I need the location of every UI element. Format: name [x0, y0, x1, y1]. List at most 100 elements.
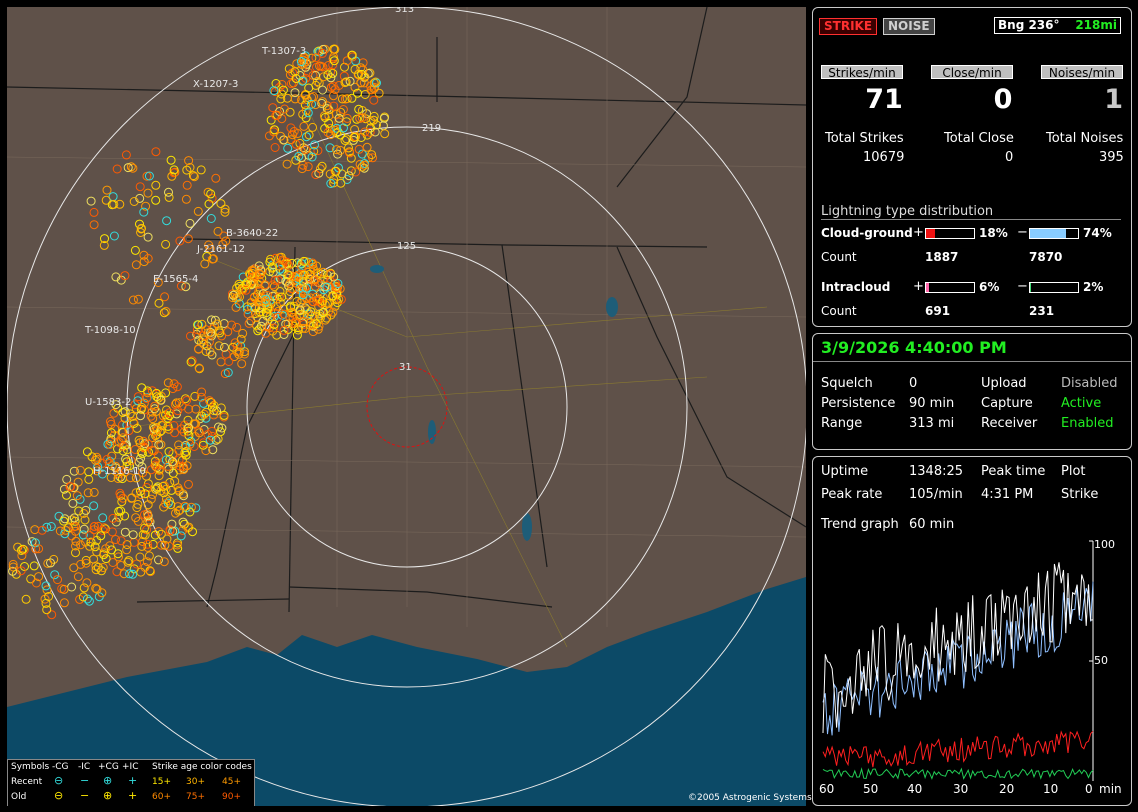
strike-symbol — [59, 584, 69, 594]
strike-symbol — [286, 79, 296, 89]
strike-symbol — [197, 387, 207, 397]
strike-symbol — [346, 153, 356, 163]
trend-graph-value[interactable]: 60 min — [909, 517, 955, 532]
trend-x-tick: 40 — [907, 782, 923, 796]
distribution-title: Lightning type distribution — [821, 204, 994, 219]
strike-symbol — [332, 282, 342, 292]
strikes-per-min-button[interactable]: Strikes/min — [821, 65, 903, 80]
close-per-min-button[interactable]: Close/min — [931, 65, 1013, 80]
noises-per-min-button[interactable]: Noises/min — [1041, 65, 1123, 80]
strike-symbol — [113, 474, 123, 483]
strike-symbol — [153, 393, 163, 403]
trend-series-intracloud — [822, 767, 1094, 780]
strike-symbol — [118, 446, 128, 456]
strike-symbol — [163, 461, 173, 471]
strike-symbol — [213, 226, 223, 236]
capture-value: Active — [1061, 396, 1102, 411]
strike-symbol — [231, 302, 241, 312]
strike-symbol — [154, 440, 164, 450]
uptime-label: Uptime — [821, 464, 869, 479]
strike-symbol — [89, 501, 99, 511]
strike-symbol — [41, 581, 51, 591]
noise-mode-button[interactable]: NOISE — [883, 18, 935, 35]
strike-symbol — [320, 315, 330, 325]
strike-symbol — [290, 67, 300, 77]
strike-symbol — [318, 296, 328, 306]
strike-symbol — [193, 206, 203, 216]
strike-symbol — [345, 76, 355, 86]
strike-symbol — [329, 272, 339, 282]
strike-symbol — [265, 323, 274, 333]
strike-symbol — [261, 308, 271, 318]
lightning-map[interactable]: 313 219 125 31 T-1307-3 X-1207-3 B-3640-… — [7, 7, 806, 806]
plot-value[interactable]: Strike — [1061, 487, 1099, 502]
strike-symbol — [109, 199, 119, 209]
strike-symbol — [100, 234, 109, 244]
strike-symbol — [296, 57, 306, 66]
strike-symbol — [205, 347, 215, 357]
range-value: 313 mi — [909, 416, 955, 431]
strike-symbol — [82, 578, 92, 588]
strike-mode-button[interactable]: STRIKE — [819, 18, 878, 35]
strike-symbol — [62, 474, 72, 484]
strike-symbol — [169, 379, 179, 389]
upload-label: Upload — [981, 376, 1027, 391]
map-legend: Symbols -CG -IC +CG +IC Strike age color… — [7, 759, 255, 806]
strike-symbol — [184, 479, 193, 489]
strike-symbol — [310, 140, 319, 150]
strike-symbol — [308, 258, 317, 268]
strike-symbol — [140, 523, 149, 533]
strike-symbol — [92, 454, 102, 464]
strike-symbol — [69, 513, 79, 523]
county-lines — [7, 7, 806, 627]
strike-symbol — [344, 143, 353, 153]
storm-label: T-1098-10 — [85, 325, 136, 336]
strike-symbol — [329, 101, 339, 111]
strike-symbol — [29, 561, 39, 571]
strike-symbol — [317, 161, 327, 171]
strike-symbol — [182, 424, 192, 434]
strike-symbol — [64, 523, 73, 533]
strike-symbol — [177, 424, 187, 434]
strike-symbol — [369, 111, 379, 121]
strike-symbol — [151, 484, 161, 494]
strike-symbol — [220, 342, 229, 352]
strike-symbol — [147, 407, 157, 417]
strike-symbol — [167, 519, 177, 529]
strike-symbol — [289, 127, 299, 136]
strike-symbol — [31, 578, 41, 588]
strike-symbol — [143, 509, 152, 519]
strike-symbol — [301, 145, 310, 155]
strike-symbol — [271, 111, 281, 121]
strike-symbol — [206, 214, 216, 223]
strike-symbol — [349, 133, 359, 142]
range-label: Range — [821, 416, 863, 431]
strike-symbol — [354, 104, 364, 114]
strike-symbol — [143, 232, 153, 242]
strike-symbol — [293, 270, 303, 280]
strike-symbol — [329, 56, 339, 66]
strike-symbol — [71, 548, 80, 558]
strike-symbol — [41, 598, 51, 608]
strike-symbol — [131, 513, 141, 523]
storm-label: H-1116-10 — [93, 466, 146, 477]
strike-symbol — [139, 207, 149, 217]
strike-symbol — [133, 294, 143, 304]
count-label: Count — [821, 304, 857, 318]
strike-symbol — [78, 530, 88, 540]
strike-symbol — [276, 131, 286, 141]
strike-symbol — [243, 309, 253, 319]
strike-symbol — [268, 262, 278, 272]
capture-label: Capture — [981, 396, 1033, 411]
strike-symbol — [112, 164, 122, 174]
map-canvas[interactable] — [7, 7, 806, 806]
strike-symbol — [298, 276, 308, 286]
strike-symbol — [133, 392, 143, 402]
strike-symbol — [201, 407, 211, 417]
strike-symbol — [159, 488, 169, 498]
strike-symbol — [325, 169, 335, 179]
strike-symbol — [93, 462, 103, 472]
strike-symbol — [122, 461, 132, 471]
strike-symbol — [334, 117, 344, 127]
storm-label: E-1565-4 — [153, 274, 199, 285]
